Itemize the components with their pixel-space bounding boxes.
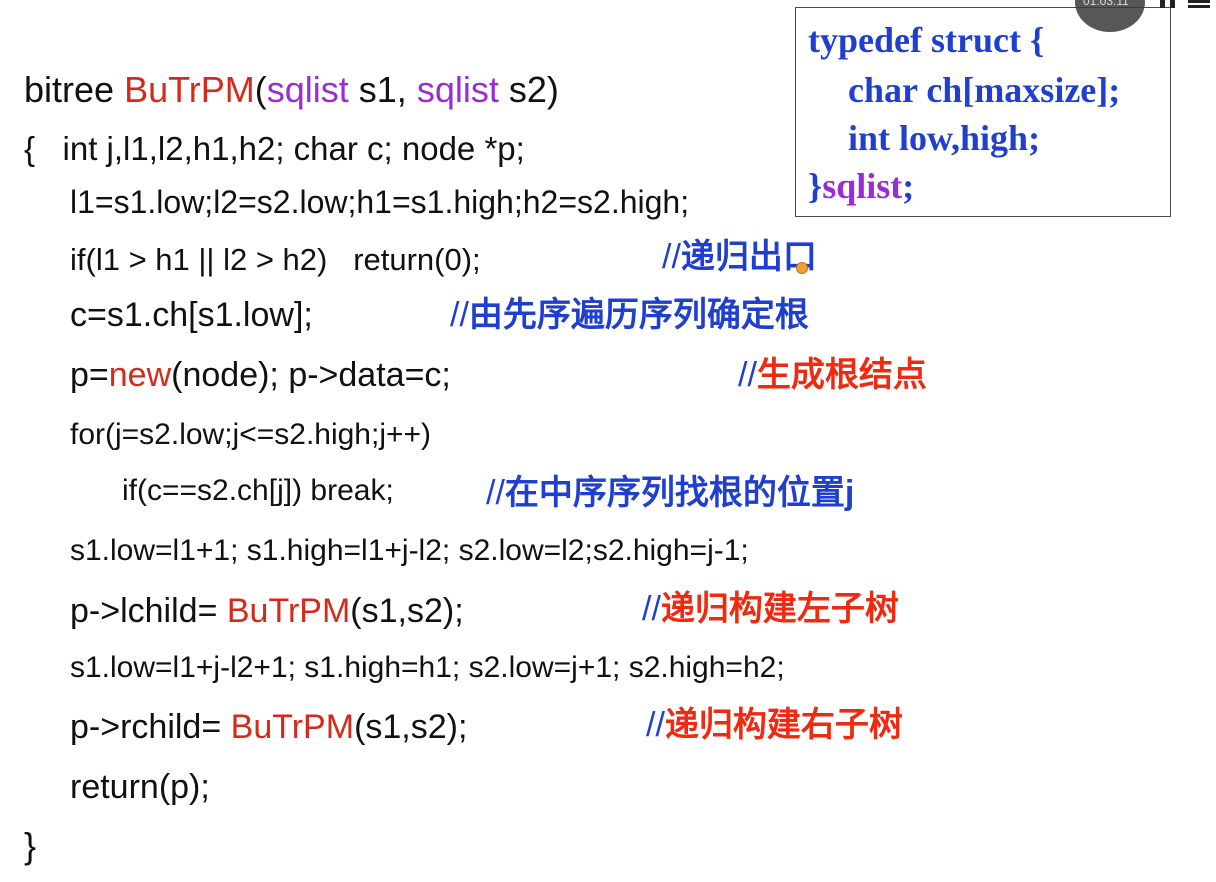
struct-footer: }sqlist; (808, 168, 914, 204)
comment-base-case: //递归出口 (662, 240, 817, 274)
code-line-base-case: if(l1 > h1 || l2 > h2) return(0); (70, 244, 481, 275)
comment-text: 由先序遍历序列确定根 (468, 296, 809, 334)
code-line-left-child: p->lchild= BuTrPM(s1,s2); (70, 594, 464, 628)
code-text: c=s1.ch[s1.low]; (70, 296, 313, 334)
pause-icon[interactable] (1160, 0, 1178, 8)
code-line-declarations: { int j,l1,l2,h1,h2; char c; node *p; (24, 130, 525, 167)
code-text: (node); p->data=c; (171, 356, 451, 394)
code-line-root-char: c=s1.ch[s1.low]; (70, 298, 313, 332)
struct-field-ch: char ch[maxsize]; (848, 70, 1121, 110)
code-line-init: l1=s1.low;l2=s2.low;h1=s1.high;h2=s2.hig… (70, 184, 690, 220)
comment-slashes: // (450, 296, 469, 334)
comment-slashes: // (662, 238, 681, 276)
code-line-right-bounds: s1.low=l1+j-l2+1; s1.high=h1; s2.low=j+1… (70, 651, 785, 684)
pointer-cursor-icon (796, 262, 808, 274)
code-line-left-bounds: s1.low=l1+1; s1.high=l1+j-l2; s2.low=l2;… (70, 534, 749, 567)
struct-header: typedef struct { (808, 20, 1045, 60)
struct-field-low-high: int low,high; (848, 118, 1041, 158)
keyword-new: new (108, 356, 172, 394)
menu-icon[interactable] (1188, 0, 1210, 8)
code-line-new-node: p=new(node); p->data=c; (70, 358, 451, 392)
comment-text: 在中序序列找根的位置j (504, 474, 855, 512)
comment-right-child: //递归构建右子树 (646, 708, 903, 742)
struct-close-brace: } (808, 166, 823, 206)
code-line-right-child: p->rchild= BuTrPM(s1,s2); (70, 710, 467, 744)
comment-text: 生成根结点 (756, 356, 927, 394)
param-type-1: sqlist (266, 69, 349, 110)
function-call: BuTrPM (230, 708, 355, 746)
comment-text: 递归构建右子树 (664, 706, 903, 744)
struct-name: sqlist (822, 166, 903, 206)
function-name: BuTrPM (124, 69, 255, 110)
comment-text: 递归构建左子树 (660, 590, 899, 628)
comment-new-node: //生成根结点 (738, 358, 927, 392)
comment-left-child: //递归构建左子树 (642, 592, 899, 626)
code-text: if(c==s2.ch[j]) break; (122, 474, 394, 507)
code-text: (s1,s2); (354, 708, 468, 746)
code-line-return: return(p); (70, 768, 210, 806)
code-text: (s1,s2); (350, 592, 464, 630)
function-signature: bitree BuTrPM(sqlist s1, sqlist s2) (24, 72, 559, 108)
paren-open: ( (254, 69, 267, 110)
video-time: 01:03:11 (1083, 0, 1129, 8)
comment-slashes: // (642, 590, 661, 628)
code-text: if(l1 > h1 || l2 > h2) return(0); (70, 242, 481, 277)
code-text: p->lchild= (70, 592, 227, 630)
code-text: p->rchild= (70, 708, 231, 746)
closing-brace: } (24, 825, 37, 866)
comment-slashes: // (738, 356, 757, 394)
param-name-2: s2) (498, 69, 559, 110)
comment-find-root: //在中序序列找根的位置j (486, 476, 854, 510)
code-line-for-loop: for(j=s2.low;j<=s2.high;j++) (70, 418, 432, 451)
function-call: BuTrPM (226, 592, 351, 630)
param-type-2: sqlist (416, 69, 499, 110)
struct-semicolon: ; (902, 166, 915, 206)
code-text: p= (70, 356, 109, 394)
comment-text: 递归出口 (680, 238, 817, 276)
comment-slashes: // (646, 706, 665, 744)
return-type: bitree (24, 69, 125, 110)
comment-slashes: // (486, 474, 505, 512)
struct-definition-box: typedef struct { char ch[maxsize]; int l… (795, 7, 1171, 217)
comment-root-char: //由先序遍历序列确定根 (450, 298, 809, 332)
param-name-1: s1, (348, 69, 417, 110)
code-line-find-root: if(c==s2.ch[j]) break; (122, 476, 394, 506)
